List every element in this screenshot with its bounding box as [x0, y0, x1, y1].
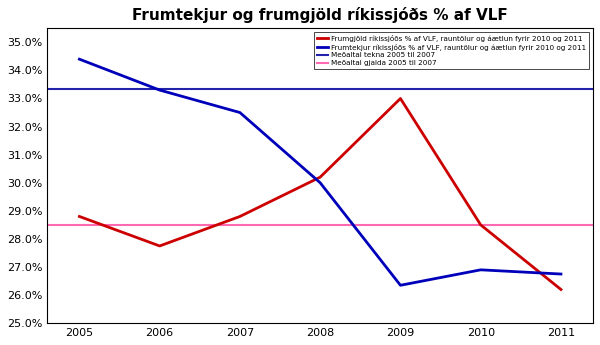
Legend: Frumgjöld ríkissjóðs % af VLF, rauntölur og áætlun fyrir 2010 og 2011, Frumtekju: Frumgjöld ríkissjóðs % af VLF, rauntölur…	[314, 32, 589, 69]
Title: Frumtekjur og frumgjöld ríkissjóðs % af VLF: Frumtekjur og frumgjöld ríkissjóðs % af …	[133, 7, 508, 23]
